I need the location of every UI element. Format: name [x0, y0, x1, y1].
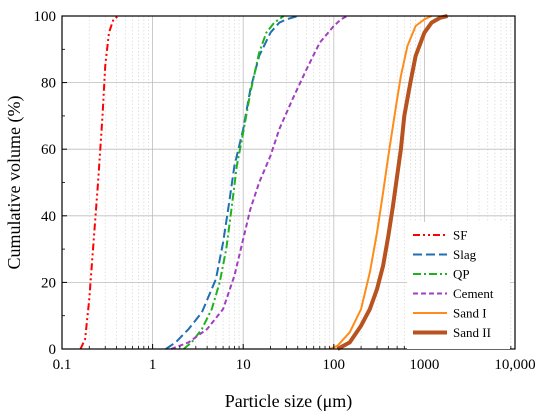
series-line-slag [165, 15, 299, 350]
legend-label: Cement [453, 286, 494, 301]
legend-label: Sand I [453, 306, 487, 321]
x-tick-label: 1000 [409, 357, 439, 373]
y-axis-title: Cumulative volume (%) [4, 96, 25, 270]
x-tick-label: 1 [149, 357, 157, 373]
legend-label: Slag [453, 247, 477, 262]
series-line-sf [79, 15, 120, 350]
y-tick-label: 100 [34, 9, 57, 25]
legend-label: QP [453, 267, 470, 282]
legend: SF Slag QP Cement Sand I Sand II [407, 222, 510, 349]
series-line-sand-ii [336, 14, 448, 351]
y-tick-label: 20 [41, 275, 56, 291]
y-tick-label: 40 [41, 209, 56, 225]
y-tick-label: 0 [49, 342, 57, 358]
legend-label: SF [453, 228, 467, 243]
series-line-cement [170, 15, 348, 350]
tick-layer: 0.1 1 10 100 1000 10,000 0 20 40 60 80 100 [34, 9, 536, 373]
x-axis-title: Particle size (μm) [225, 391, 353, 412]
series-line-sand-i [329, 15, 432, 350]
legend-box [407, 222, 510, 349]
y-tick-label: 60 [41, 142, 56, 158]
series-line-qp [182, 15, 285, 350]
y-tick-label: 80 [41, 76, 56, 92]
x-tick-label: 0.1 [53, 357, 72, 373]
x-tick-label: 10 [236, 357, 251, 373]
x-tick-label: 100 [323, 357, 346, 373]
series-layer [79, 14, 448, 351]
legend-label: Sand II [453, 325, 491, 340]
x-tick-label: 10,000 [494, 357, 535, 373]
